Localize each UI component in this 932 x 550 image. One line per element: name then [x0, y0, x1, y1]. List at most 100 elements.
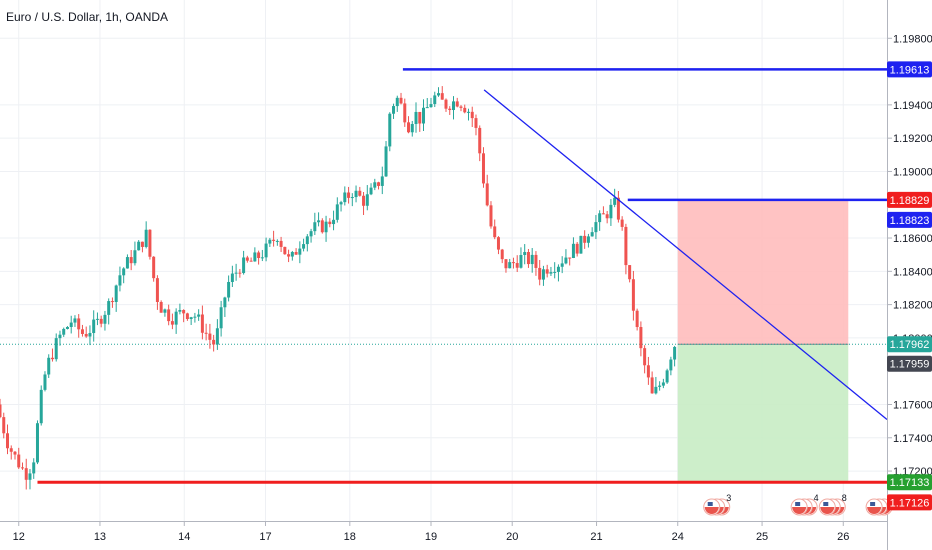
candle-body: [650, 377, 654, 394]
candle-body: [28, 473, 32, 480]
price-tick-label: 1.19800: [893, 33, 932, 45]
time-tick-label: 21: [590, 531, 602, 543]
candle-body: [485, 183, 489, 206]
candle-body: [511, 262, 515, 264]
candle-body: [504, 259, 508, 269]
event-flag-canton: [870, 502, 876, 506]
candle-body: [362, 195, 366, 206]
candle-body: [24, 468, 28, 480]
candle-body: [178, 310, 182, 312]
candle-body: [571, 243, 575, 258]
event-count-label: 8: [842, 493, 847, 503]
candle-body: [305, 236, 309, 245]
time-tick-label: 19: [425, 531, 437, 543]
price-labels: 1.19613 1.18829 1.18823 1.17962 1.17959 1.171…: [887, 61, 932, 511]
candle-body: [601, 213, 605, 215]
candle-body: [118, 275, 122, 286]
candle-body: [110, 301, 114, 303]
candle-body: [489, 205, 493, 227]
time-tick-label: 20: [506, 531, 518, 543]
time-tick-label: 24: [672, 531, 684, 543]
candle-body: [609, 204, 613, 219]
candle-body: [144, 229, 148, 247]
candle-body: [673, 346, 677, 360]
candle-body: [339, 202, 343, 205]
candle-body: [47, 357, 51, 375]
candle-body: [43, 374, 47, 390]
candle-body: [170, 321, 174, 325]
price-label-text: 1.18829: [890, 195, 930, 207]
candle-body: [309, 231, 313, 237]
candle-body: [155, 278, 159, 302]
candle-body: [429, 104, 433, 108]
candle-body: [69, 322, 73, 327]
candle-body: [508, 262, 512, 269]
candle-body: [590, 232, 594, 237]
candle-body: [249, 260, 253, 262]
candle-body: [628, 265, 632, 280]
candle-body: [620, 219, 624, 227]
candle-body: [500, 249, 504, 260]
trendline-group[interactable]: [483, 89, 888, 420]
candle-body: [9, 448, 13, 452]
stop-loss-zone[interactable]: [677, 199, 849, 345]
candle-body: [17, 454, 21, 468]
event-flag-stripe: [820, 507, 835, 514]
candle-body: [272, 239, 276, 241]
candle-body: [264, 243, 268, 258]
candle-body: [125, 257, 129, 269]
candle-body: [54, 338, 58, 360]
candle-body: [298, 248, 302, 255]
price-label-text: 1.17959: [890, 359, 930, 371]
economic-events[interactable]: 3485: [703, 493, 894, 516]
candle-body: [234, 272, 238, 274]
trendline[interactable]: [483, 89, 888, 420]
event-count-label: 4: [814, 493, 819, 503]
candle-body: [324, 221, 328, 233]
candle-body: [219, 307, 223, 329]
candle-body: [369, 187, 373, 195]
candle-body: [122, 268, 126, 276]
candle-body: [35, 423, 39, 463]
candle-body: [148, 229, 152, 257]
candle-body: [332, 219, 336, 225]
candle-body: [437, 93, 441, 96]
candle-body: [422, 107, 426, 124]
price-tick-label: 1.18200: [893, 300, 932, 312]
candle-body: [377, 182, 381, 186]
time-tick-label: 18: [344, 531, 356, 543]
price-label-badge: [887, 474, 932, 491]
candle-body: [646, 365, 650, 378]
horizontal-levels[interactable]: [37, 68, 887, 484]
time-tick-label: 17: [259, 531, 271, 543]
candle-body: [328, 221, 332, 225]
candle-body: [358, 190, 362, 196]
candle-body: [320, 220, 324, 233]
candle-body: [185, 313, 189, 320]
take-profit-zone[interactable]: [677, 344, 849, 483]
candle-body: [568, 257, 572, 259]
candle-body: [466, 111, 470, 113]
candle-body: [564, 257, 568, 264]
candle-body: [493, 226, 497, 238]
candle-body: [73, 318, 77, 323]
candle-body: [444, 99, 448, 109]
event-count-label: 3: [726, 493, 731, 503]
candle-body: [594, 222, 598, 233]
candle-body: [496, 237, 500, 250]
long-position-tool[interactable]: [0, 199, 887, 483]
candle-body: [392, 106, 396, 114]
candle-body: [302, 244, 306, 249]
candle-body: [167, 309, 171, 322]
candle-body: [425, 107, 429, 109]
time-axis[interactable]: 12 13 14 17 18 19 20 21 24 25 26: [13, 521, 850, 543]
candle-body: [62, 328, 66, 335]
price-label-badge: [887, 191, 932, 208]
candle-body: [616, 197, 620, 220]
candle-body: [208, 333, 212, 340]
candle-body: [395, 97, 399, 107]
candle-body: [549, 272, 553, 274]
event-flag-canton: [795, 502, 801, 506]
price-tick-label: 1.19000: [893, 166, 932, 178]
